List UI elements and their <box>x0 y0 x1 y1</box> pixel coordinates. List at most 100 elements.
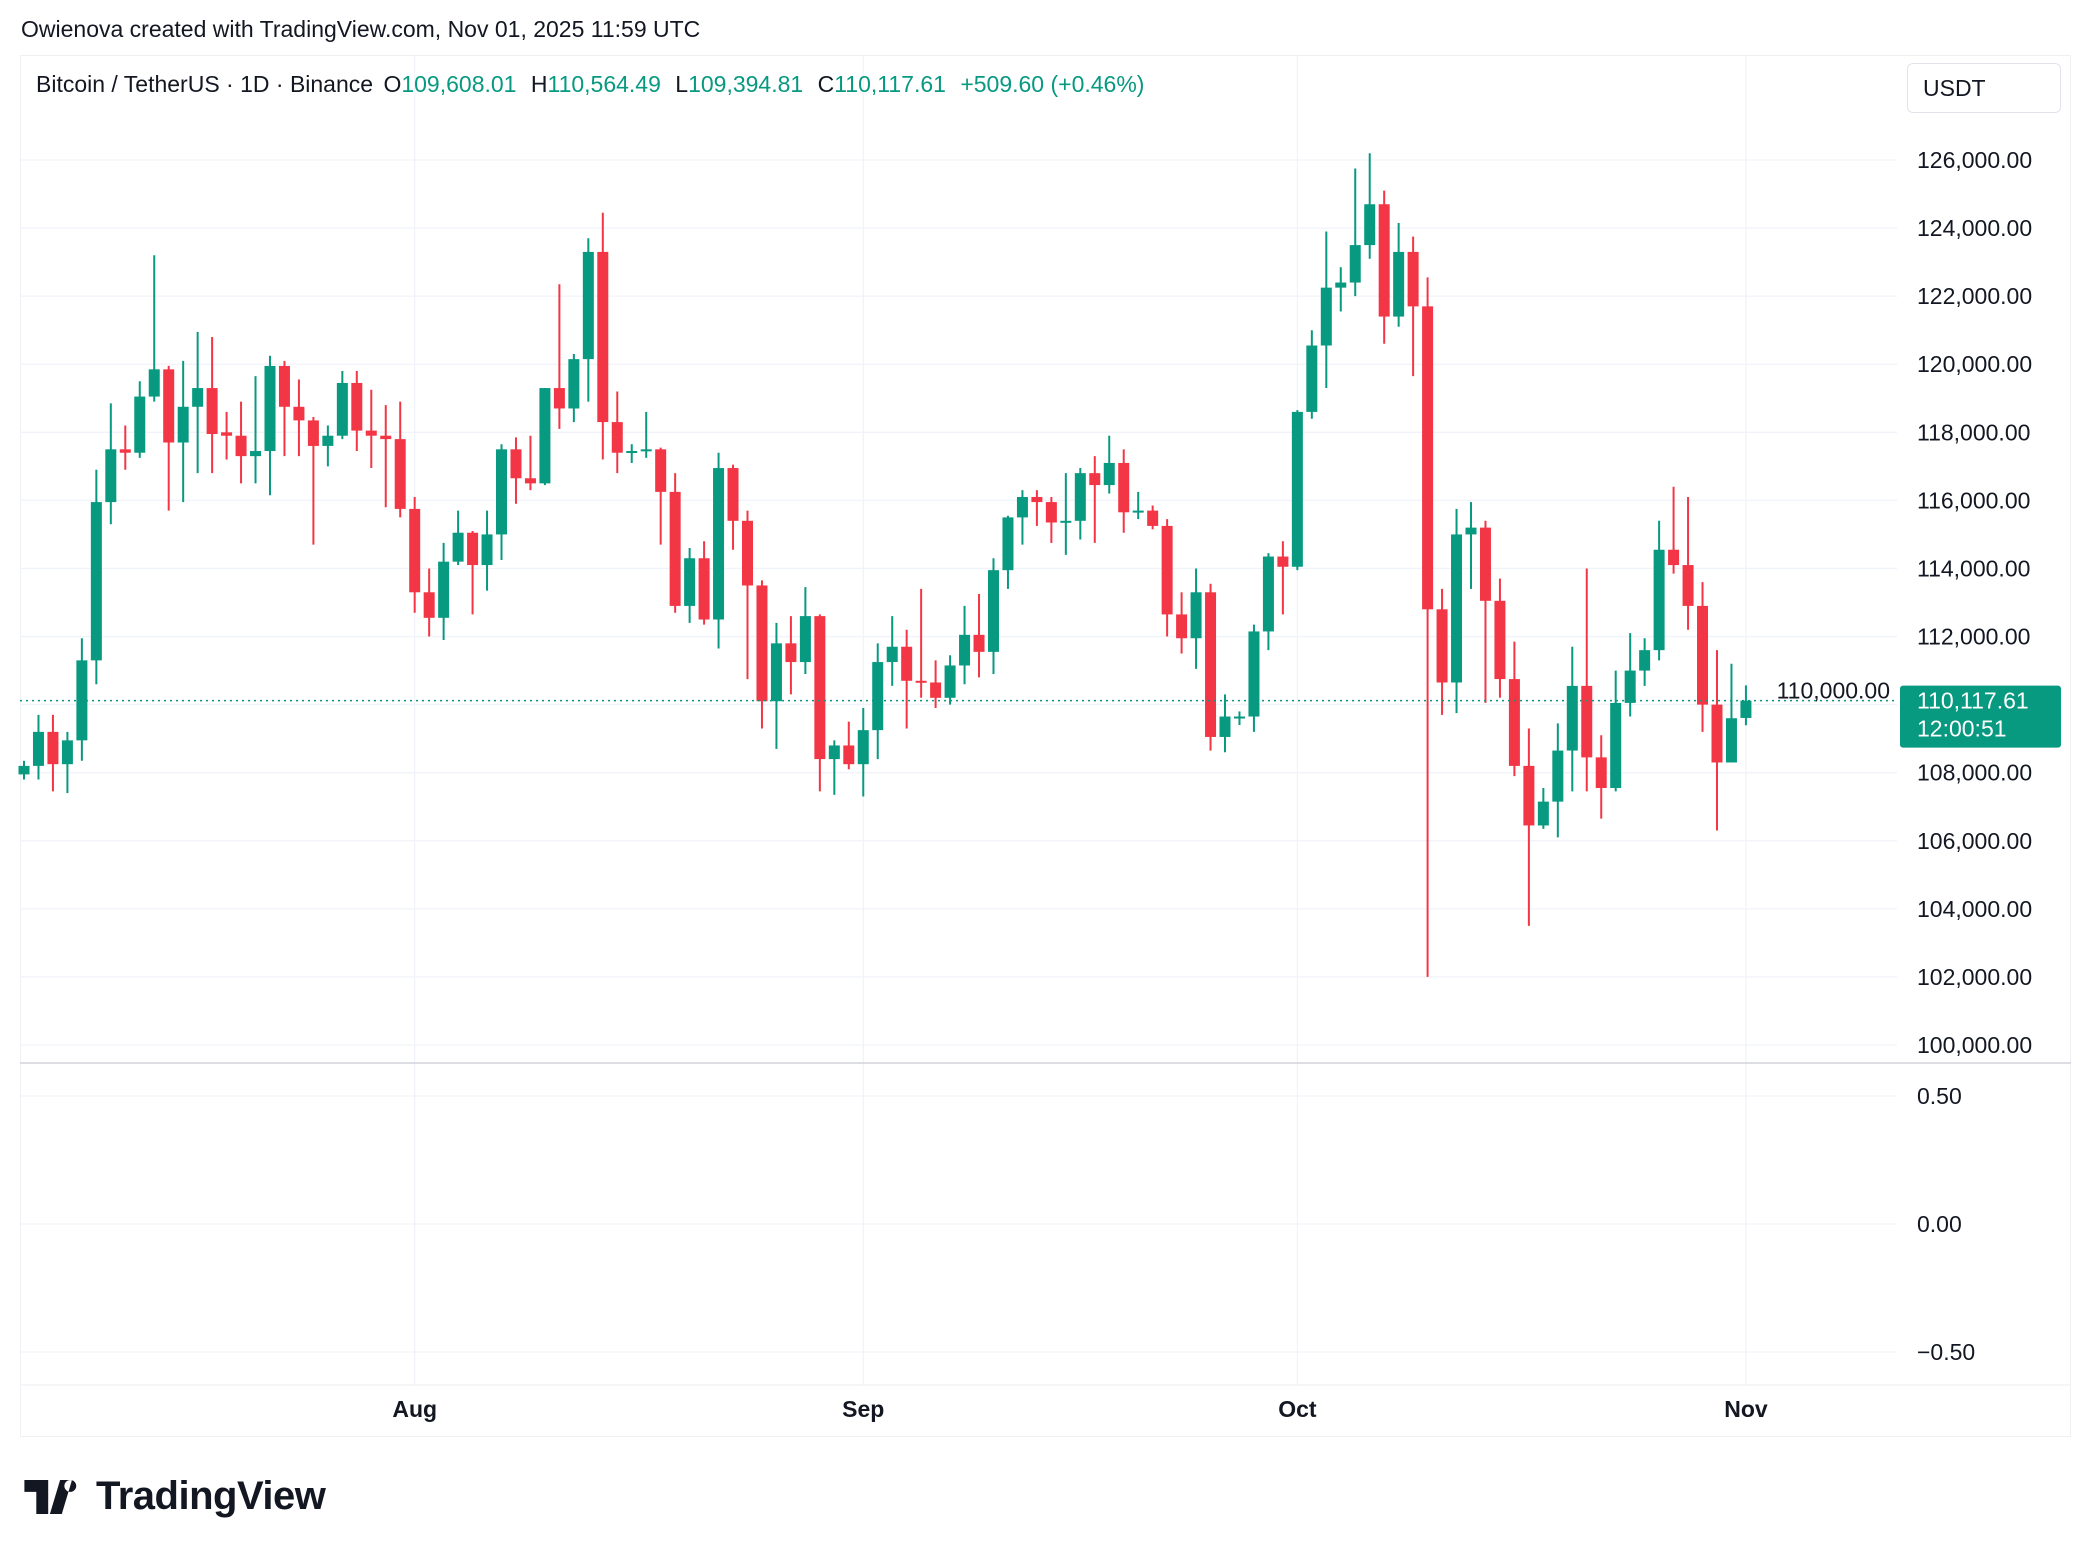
candle-up <box>1364 204 1376 246</box>
lower-pane-tick-label: 0.50 <box>1917 1083 1962 1109</box>
candle-up <box>1393 251 1405 317</box>
candle-up <box>250 451 262 457</box>
candle-up <box>496 449 508 535</box>
candle-up <box>336 382 348 436</box>
candle-down <box>365 430 377 436</box>
candle-up <box>828 745 840 760</box>
y-tick-label: 108,000.00 <box>1917 760 2032 786</box>
candle-up <box>640 449 652 452</box>
y-tick-label: 106,000.00 <box>1917 828 2032 854</box>
candle-down <box>1277 556 1289 567</box>
high-label: H <box>530 71 548 97</box>
candle-up <box>148 369 160 397</box>
candle-down <box>1682 565 1694 606</box>
symbol-title[interactable]: Bitcoin / TetherUS · 1D · Binance <box>36 71 374 97</box>
candle-up <box>90 502 102 661</box>
chart-frame <box>20 55 2071 1437</box>
candle-up <box>770 643 782 702</box>
candle-down <box>1045 502 1057 523</box>
candle-down <box>1595 757 1607 789</box>
candle-up <box>1451 534 1463 683</box>
candle-up <box>438 561 450 618</box>
candle-down <box>1205 592 1217 737</box>
candle-up <box>1335 282 1347 288</box>
candle-down <box>119 449 131 453</box>
candle-up <box>1103 462 1115 486</box>
candle-down <box>756 585 768 702</box>
candle-up <box>1349 245 1361 283</box>
tradingview-logo[interactable]: TradingView <box>24 1474 326 1519</box>
candle-up <box>886 646 898 663</box>
bar-countdown-label: 12:00:51 <box>1917 716 2007 742</box>
candle-down <box>1147 510 1159 526</box>
lower-pane-tick-label: 0.00 <box>1917 1211 1962 1237</box>
candle-down <box>1407 251 1419 307</box>
y-tick-label: 102,000.00 <box>1917 964 2032 990</box>
last-price-label: 110,117.61 <box>1917 688 2029 714</box>
close-value: 110,117.61 <box>834 71 946 97</box>
candle-up <box>799 616 811 663</box>
currency-button[interactable]: USDT <box>1907 63 2061 113</box>
candle-down <box>1697 605 1709 705</box>
candle-up <box>192 388 204 407</box>
candle-up <box>959 634 971 666</box>
candle-up <box>987 570 999 652</box>
last-price-badge <box>1900 685 2061 748</box>
candle-up <box>944 665 956 698</box>
y-tick-label: 100,000.00 <box>1917 1032 2032 1058</box>
ohlc-legend: Bitcoin / TetherUS · 1D · Binance O109,6… <box>36 71 1148 98</box>
close-label: C <box>817 71 835 97</box>
candle-up <box>1219 716 1231 737</box>
candle-down <box>814 616 826 760</box>
candle-down <box>973 634 985 652</box>
candle-up <box>452 532 464 562</box>
candle-down <box>235 435 247 457</box>
candle-up <box>1190 592 1202 639</box>
candle-down <box>1508 679 1520 766</box>
y-tick-label: 118,000.00 <box>1917 419 2030 445</box>
candle-down <box>1422 306 1434 610</box>
candle-down <box>1378 204 1390 317</box>
candle-down <box>278 365 290 407</box>
low-label: L <box>675 71 689 97</box>
candle-down <box>510 449 522 479</box>
candle-down <box>221 432 233 436</box>
candle-up <box>322 435 334 446</box>
candle-up <box>582 251 594 360</box>
candle-up <box>1537 801 1549 826</box>
tradingview-logo-icon <box>24 1479 77 1514</box>
candle-down <box>409 508 421 593</box>
candle-down <box>1176 614 1188 639</box>
candle-up <box>1725 718 1737 763</box>
candle-up <box>1740 700 1752 718</box>
candle-down <box>785 643 797 663</box>
candle-down <box>655 449 667 492</box>
candle-down <box>1436 609 1448 683</box>
candle-up <box>1002 517 1014 571</box>
candle-down <box>915 680 927 683</box>
candle-down <box>597 251 609 423</box>
candle-up <box>1132 510 1144 513</box>
candle-down <box>742 520 753 586</box>
candle-down <box>351 382 363 431</box>
candle-up <box>264 365 276 452</box>
candle-up <box>1074 473 1086 521</box>
candle-down <box>1711 704 1723 763</box>
low-value: 109,394.81 <box>688 71 804 97</box>
candle-down <box>1479 527 1491 601</box>
candle-up <box>1320 287 1332 346</box>
candle-down <box>47 731 59 765</box>
candle-up <box>1639 650 1651 671</box>
candle-up <box>481 534 493 566</box>
candle-up <box>1248 631 1260 717</box>
x-tick-label: Nov <box>1724 1396 1768 1422</box>
y-tick-label: 116,000.00 <box>1917 487 2030 513</box>
y-tick-label: 110,000.00 <box>1777 678 1890 704</box>
candle-down <box>669 491 681 606</box>
y-tick-label: 114,000.00 <box>1917 555 2030 581</box>
candle-up <box>1060 520 1072 523</box>
candle-down <box>727 468 739 521</box>
candle-down <box>1523 765 1535 826</box>
y-tick-label: 112,000.00 <box>1917 624 2030 650</box>
